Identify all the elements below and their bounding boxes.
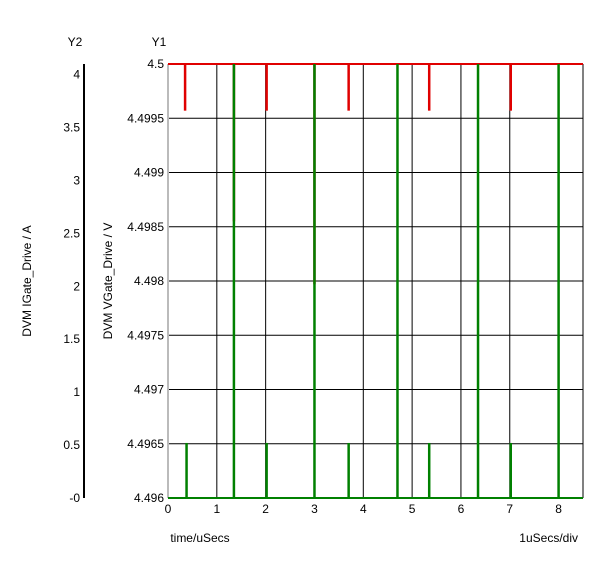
x-axis-label: time/uSecs [170,531,229,545]
x-scale-note: 1uSecs/div [519,531,578,545]
x-tick-label: 4 [360,502,367,516]
y1-tick-label: 4.4975 [127,328,164,342]
y2-tick-label: 3.5 [63,121,80,135]
x-tick-label: 2 [262,502,269,516]
y2-tick-label: 0.5 [63,438,80,452]
y1-tick-label: 4.4965 [127,437,164,451]
y1-tick-label: 4.497 [134,383,164,397]
y2-tick-label: 1.5 [63,332,80,346]
y1-tick-label: 4.498 [134,274,164,288]
y2-axis-name: Y2 [68,35,83,49]
x-tick-label: 1 [213,502,220,516]
x-tick-label: 0 [165,502,172,516]
y2-axis-label: DVM IGate_Drive / A [20,225,34,336]
y1-tick-label: 4.4995 [127,111,164,125]
x-tick-label: 7 [506,502,513,516]
y1-tick-label: 4.5 [147,57,164,71]
y2-tick-label: -0 [69,491,80,505]
x-tick-label: 3 [311,502,318,516]
y1-tick-label: 4.499 [134,166,164,180]
y2-tick-label: 4 [73,68,80,82]
y1-tick-label: 4.4985 [127,220,164,234]
x-tick-label: 5 [409,502,416,516]
y2-tick-label: 2.5 [63,226,80,240]
x-tick-label: 8 [555,502,562,516]
x-tick-label: 6 [458,502,465,516]
y1-axis-label: DVM VGate_Drive / V [101,223,115,340]
y1-axis-name: Y1 [152,35,167,49]
y2-tick-label: 2 [73,279,80,293]
y1-tick-label: 4.496 [134,491,164,505]
y2-tick-label: 3 [73,173,80,187]
y2-tick-label: 1 [73,385,80,399]
